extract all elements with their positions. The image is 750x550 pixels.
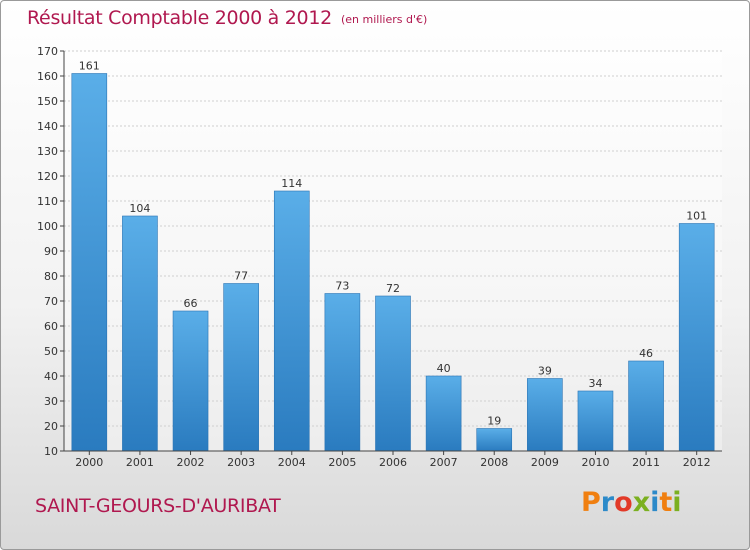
x-tick-label: 2008: [480, 456, 508, 469]
x-tick-label: 2001: [126, 456, 154, 469]
x-tick-label: 2012: [683, 456, 711, 469]
proxiti-logo: Proxiti: [581, 487, 682, 518]
bar-value-label: 19: [487, 415, 501, 428]
y-tick-label: 140: [37, 120, 58, 133]
x-tick-label: 2005: [328, 456, 356, 469]
bar: [678, 223, 715, 452]
bar: [628, 360, 664, 452]
commune-name: SAINT-GEOURS-D'AURIBAT: [35, 495, 281, 517]
bar-value-label: 161: [79, 60, 100, 73]
bar: [273, 190, 310, 452]
bar-value-label: 101: [686, 210, 707, 223]
y-tick-label: 170: [37, 45, 58, 58]
bar-value-label: 114: [281, 177, 302, 190]
bar: [71, 73, 108, 452]
bar-value-label: 73: [335, 280, 349, 293]
bar-value-label: 46: [639, 347, 653, 360]
logo-letter: i: [672, 487, 682, 518]
x-tick-label: 2010: [581, 456, 609, 469]
y-tick-label: 30: [44, 395, 58, 408]
bar: [122, 215, 158, 452]
bar: [375, 295, 411, 452]
bar-value-label: 34: [588, 377, 602, 390]
bar: [172, 310, 209, 452]
x-tick-label: 2007: [430, 456, 458, 469]
logo-letter: i: [650, 487, 660, 518]
x-tick-label: 2003: [227, 456, 255, 469]
y-tick-label: 10: [44, 445, 58, 458]
y-tick-label: 40: [44, 370, 58, 383]
y-tick-label: 80: [44, 270, 58, 283]
bar: [425, 375, 462, 452]
y-tick-label: 130: [37, 145, 58, 158]
y-tick-label: 150: [37, 95, 58, 108]
bar: [324, 293, 361, 452]
y-tick-label: 120: [37, 170, 58, 183]
logo-letter: x: [632, 487, 651, 518]
bar: [476, 428, 513, 452]
x-tick-label: 2004: [278, 456, 306, 469]
y-tick-label: 50: [44, 345, 58, 358]
x-tick-label: 2006: [379, 456, 407, 469]
logo-letter: t: [659, 487, 673, 518]
bar-value-label: 39: [538, 365, 552, 378]
bar: [577, 390, 614, 452]
chart-subtitle: (en milliers d'€): [341, 13, 428, 26]
logo-letter: r: [600, 487, 615, 518]
bar: [223, 283, 259, 452]
x-tick-label: 2009: [531, 456, 559, 469]
bar-value-label: 72: [386, 282, 400, 295]
bar-value-label: 104: [129, 202, 150, 215]
x-tick-label: 2002: [177, 456, 205, 469]
y-tick-label: 90: [44, 245, 58, 258]
y-tick-label: 70: [44, 295, 58, 308]
bar-value-label: 77: [234, 270, 248, 283]
chart-title: Résultat Comptable 2000 à 2012: [27, 7, 332, 29]
x-tick-label: 2011: [632, 456, 660, 469]
bar: [527, 378, 563, 452]
bar-value-label: 40: [437, 362, 451, 375]
y-tick-label: 20: [44, 420, 58, 433]
logo-letter: P: [581, 487, 601, 518]
x-tick-label: 2000: [75, 456, 103, 469]
y-tick-label: 160: [37, 70, 58, 83]
bar-value-label: 66: [184, 297, 198, 310]
logo-letter: o: [614, 487, 633, 518]
y-tick-label: 60: [44, 320, 58, 333]
y-tick-label: 110: [37, 195, 58, 208]
y-tick-label: 100: [37, 220, 58, 233]
